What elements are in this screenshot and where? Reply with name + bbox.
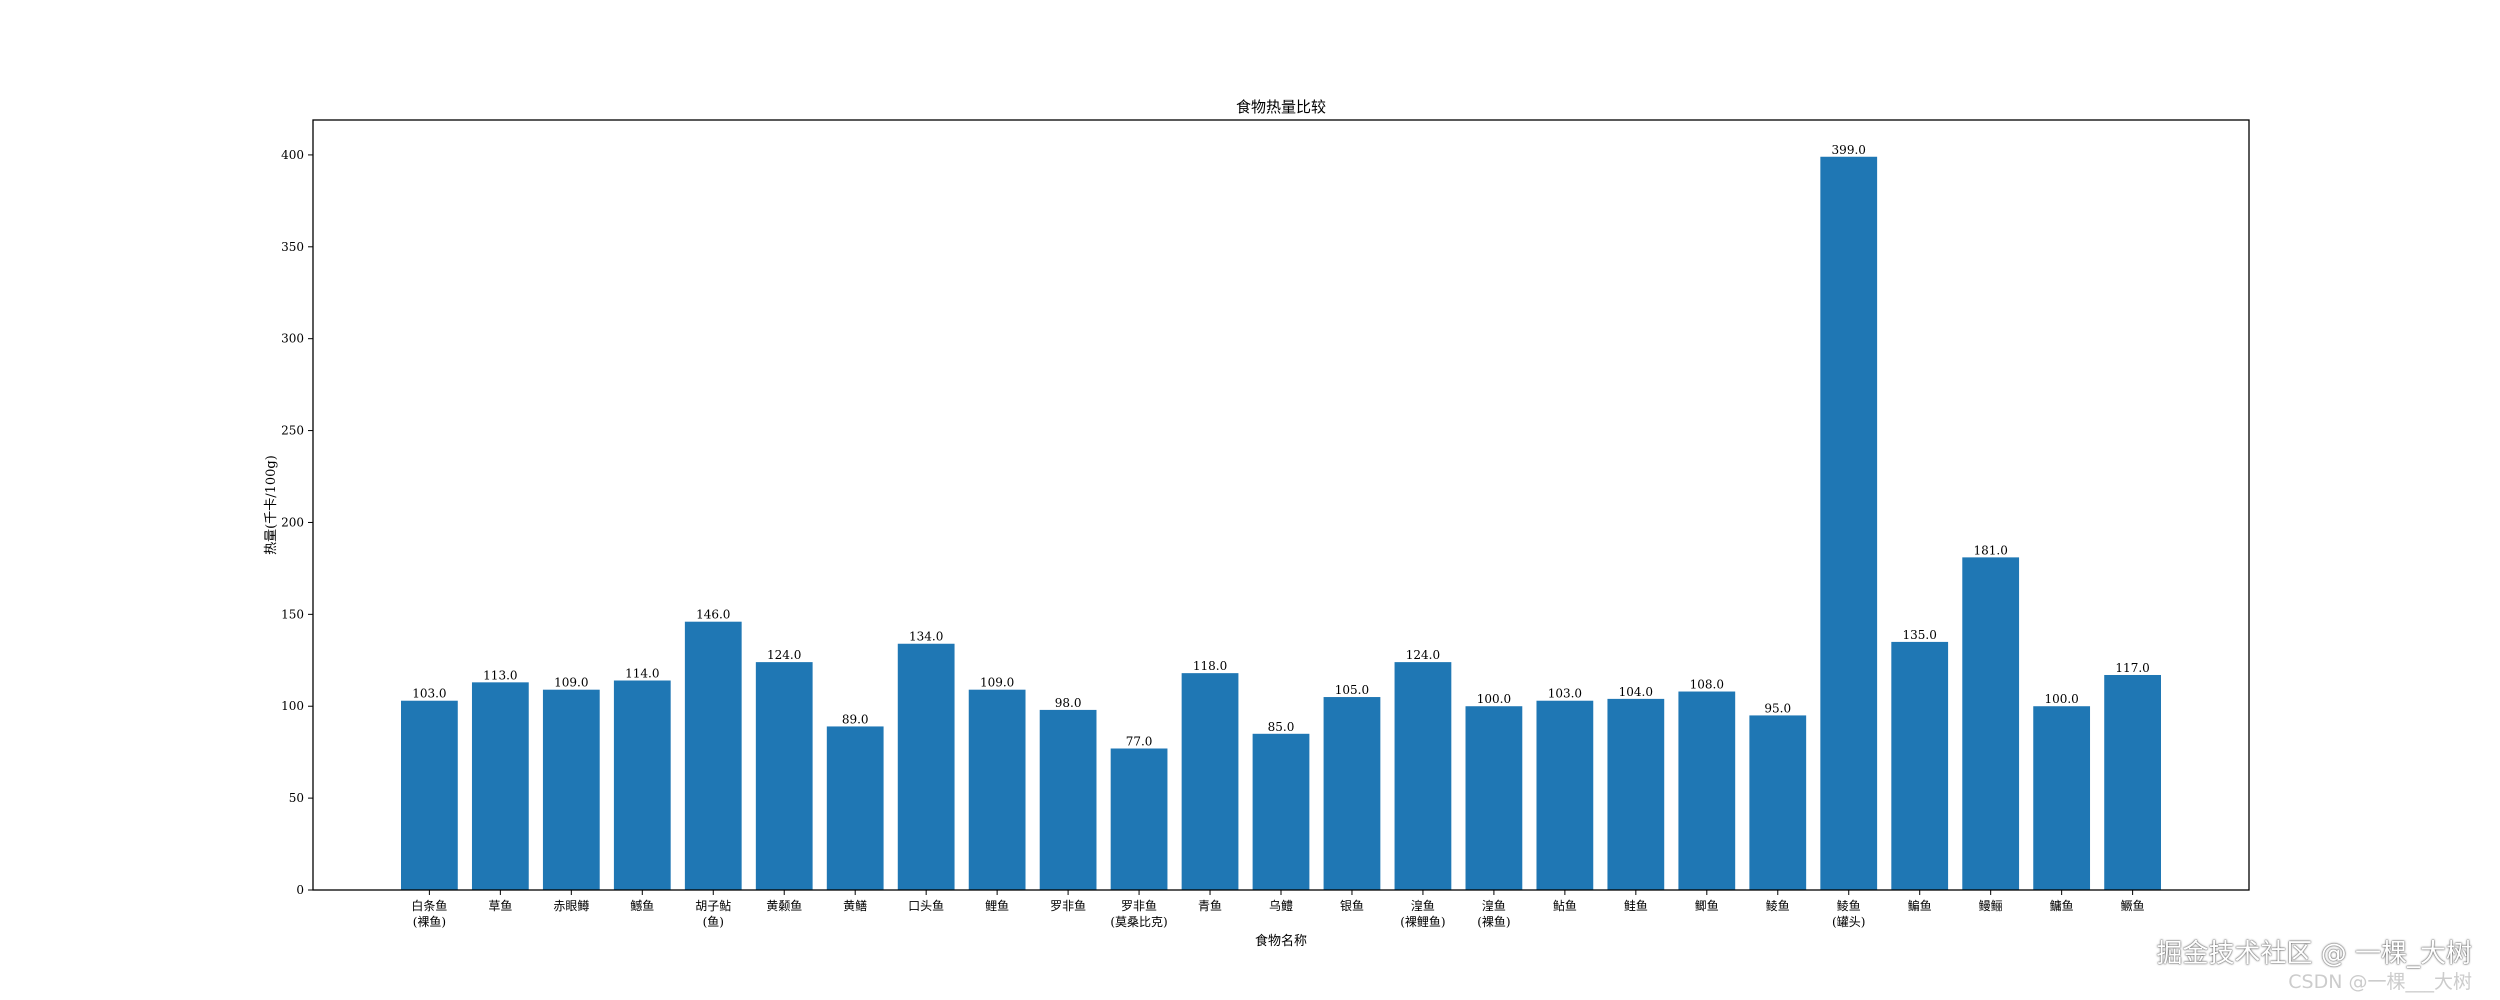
y-tick-label: 200 <box>281 515 304 529</box>
bar <box>542 689 600 890</box>
x-tick-label: 赤眼鳟 <box>553 899 589 913</box>
data-label: 89.0 <box>842 712 869 726</box>
x-tick-label: 湟鱼(裸鲤鱼) <box>1400 899 1445 929</box>
data-label: 77.0 <box>1126 734 1153 748</box>
bar <box>2033 706 2091 890</box>
x-tick-label: 鲫鱼 <box>1695 899 1719 913</box>
data-label: 118.0 <box>1193 659 1227 673</box>
x-tick-label: 鲮鱼(罐头) <box>1832 899 1865 929</box>
x-axis-label: 食物名称 <box>1255 933 1307 949</box>
bar <box>1607 698 1665 890</box>
data-label: 103.0 <box>412 687 446 701</box>
x-tick-label: 青鱼 <box>1198 899 1222 913</box>
x-tick-label: 白条鱼(裸鱼) <box>411 898 447 929</box>
data-label: 181.0 <box>1973 543 2007 557</box>
data-label: 114.0 <box>625 667 659 681</box>
data-label: 105.0 <box>1335 683 1369 697</box>
x-tick-label: 湟鱼(裸鱼) <box>1477 899 1510 929</box>
x-tick-label: 鳗鲡 <box>1979 899 2003 913</box>
plot-frame <box>312 119 2250 891</box>
x-tick-label: 鳜鱼 <box>2121 899 2145 913</box>
x-tick-label: 乌鳢 <box>1269 898 1293 913</box>
data-label: 124.0 <box>1406 648 1440 662</box>
x-tick-label: 胡子鲇(鱼) <box>695 899 731 929</box>
data-label: 104.0 <box>1619 685 1653 699</box>
data-label: 85.0 <box>1268 720 1295 734</box>
data-label: 124.0 <box>767 648 801 662</box>
y-tick-label: 150 <box>281 607 304 621</box>
bar <box>1323 697 1381 890</box>
x-tick-label: 鳊鱼 <box>1908 898 1932 913</box>
data-label: 134.0 <box>909 630 943 644</box>
y-tick-label: 300 <box>281 332 304 346</box>
x-tick-label: 黄鳝 <box>843 898 867 913</box>
x-tick-label: 草鱼 <box>488 899 512 913</box>
x-tick-label: 鲮鱼 <box>1766 899 1790 913</box>
data-label: 100.0 <box>2044 692 2078 706</box>
data-label: 146.0 <box>696 608 730 622</box>
y-axis-label: 热量(千卡/100g) <box>264 455 279 555</box>
data-label: 100.0 <box>1477 692 1511 706</box>
bar <box>471 682 529 890</box>
bar <box>755 662 813 890</box>
x-tick-label: 鲇鱼 <box>1553 899 1577 913</box>
y-tick-label: 100 <box>281 699 304 713</box>
bar <box>1536 700 1594 890</box>
data-label: 135.0 <box>1903 628 1937 642</box>
bar <box>1465 706 1523 890</box>
y-tick-label: 250 <box>281 424 304 438</box>
watermark-csdn: CSDN @一棵___大树 <box>2288 971 2472 993</box>
bar <box>1678 691 1736 890</box>
data-label: 117.0 <box>2115 661 2149 675</box>
bar <box>1039 709 1097 890</box>
y-tick-label: 50 <box>289 791 304 805</box>
x-tick-label: 鳙鱼 <box>2050 898 2074 913</box>
x-tick-label: 黄颡鱼 <box>766 899 802 913</box>
watermark-juejin: 掘金技术社区 @ 一棵_大树 <box>2156 939 2472 969</box>
bar <box>968 689 1026 890</box>
data-label: 399.0 <box>1832 143 1866 157</box>
x-tick-label: 口头鱼 <box>908 899 944 913</box>
bar <box>1110 748 1168 890</box>
y-tick-label: 400 <box>281 148 304 162</box>
bar <box>1252 733 1310 890</box>
x-tick-label: 罗非鱼(莫桑比克) <box>1110 899 1167 929</box>
bar <box>2104 674 2161 890</box>
bar <box>684 621 742 890</box>
x-tick-label: 鲑鱼 <box>1624 898 1648 913</box>
bar <box>401 700 458 890</box>
x-tick-label: 银鱼 <box>1340 899 1364 913</box>
bar <box>613 680 671 890</box>
x-tick-label: 鲤鱼 <box>985 899 1009 913</box>
y-tick-label: 350 <box>281 240 304 254</box>
data-label: 109.0 <box>980 676 1014 690</box>
bar <box>1181 673 1239 890</box>
x-tick-label: 鳡鱼 <box>630 899 654 913</box>
data-label: 108.0 <box>1690 678 1724 692</box>
data-label: 103.0 <box>1548 687 1582 701</box>
bar <box>1891 641 1949 890</box>
bar <box>826 726 884 890</box>
x-tick-label: 罗非鱼 <box>1050 899 1086 913</box>
bar <box>1749 715 1807 890</box>
bar <box>897 643 955 890</box>
bar <box>1962 557 2020 890</box>
data-label: 95.0 <box>1764 701 1791 715</box>
bar <box>1394 662 1452 890</box>
bar <box>1820 156 1878 891</box>
data-label: 98.0 <box>1055 696 1082 710</box>
data-label: 113.0 <box>483 668 517 682</box>
data-label: 109.0 <box>554 676 588 690</box>
y-tick-label: 0 <box>296 883 304 897</box>
chart-title: 食物热量比较 <box>1236 98 1326 116</box>
